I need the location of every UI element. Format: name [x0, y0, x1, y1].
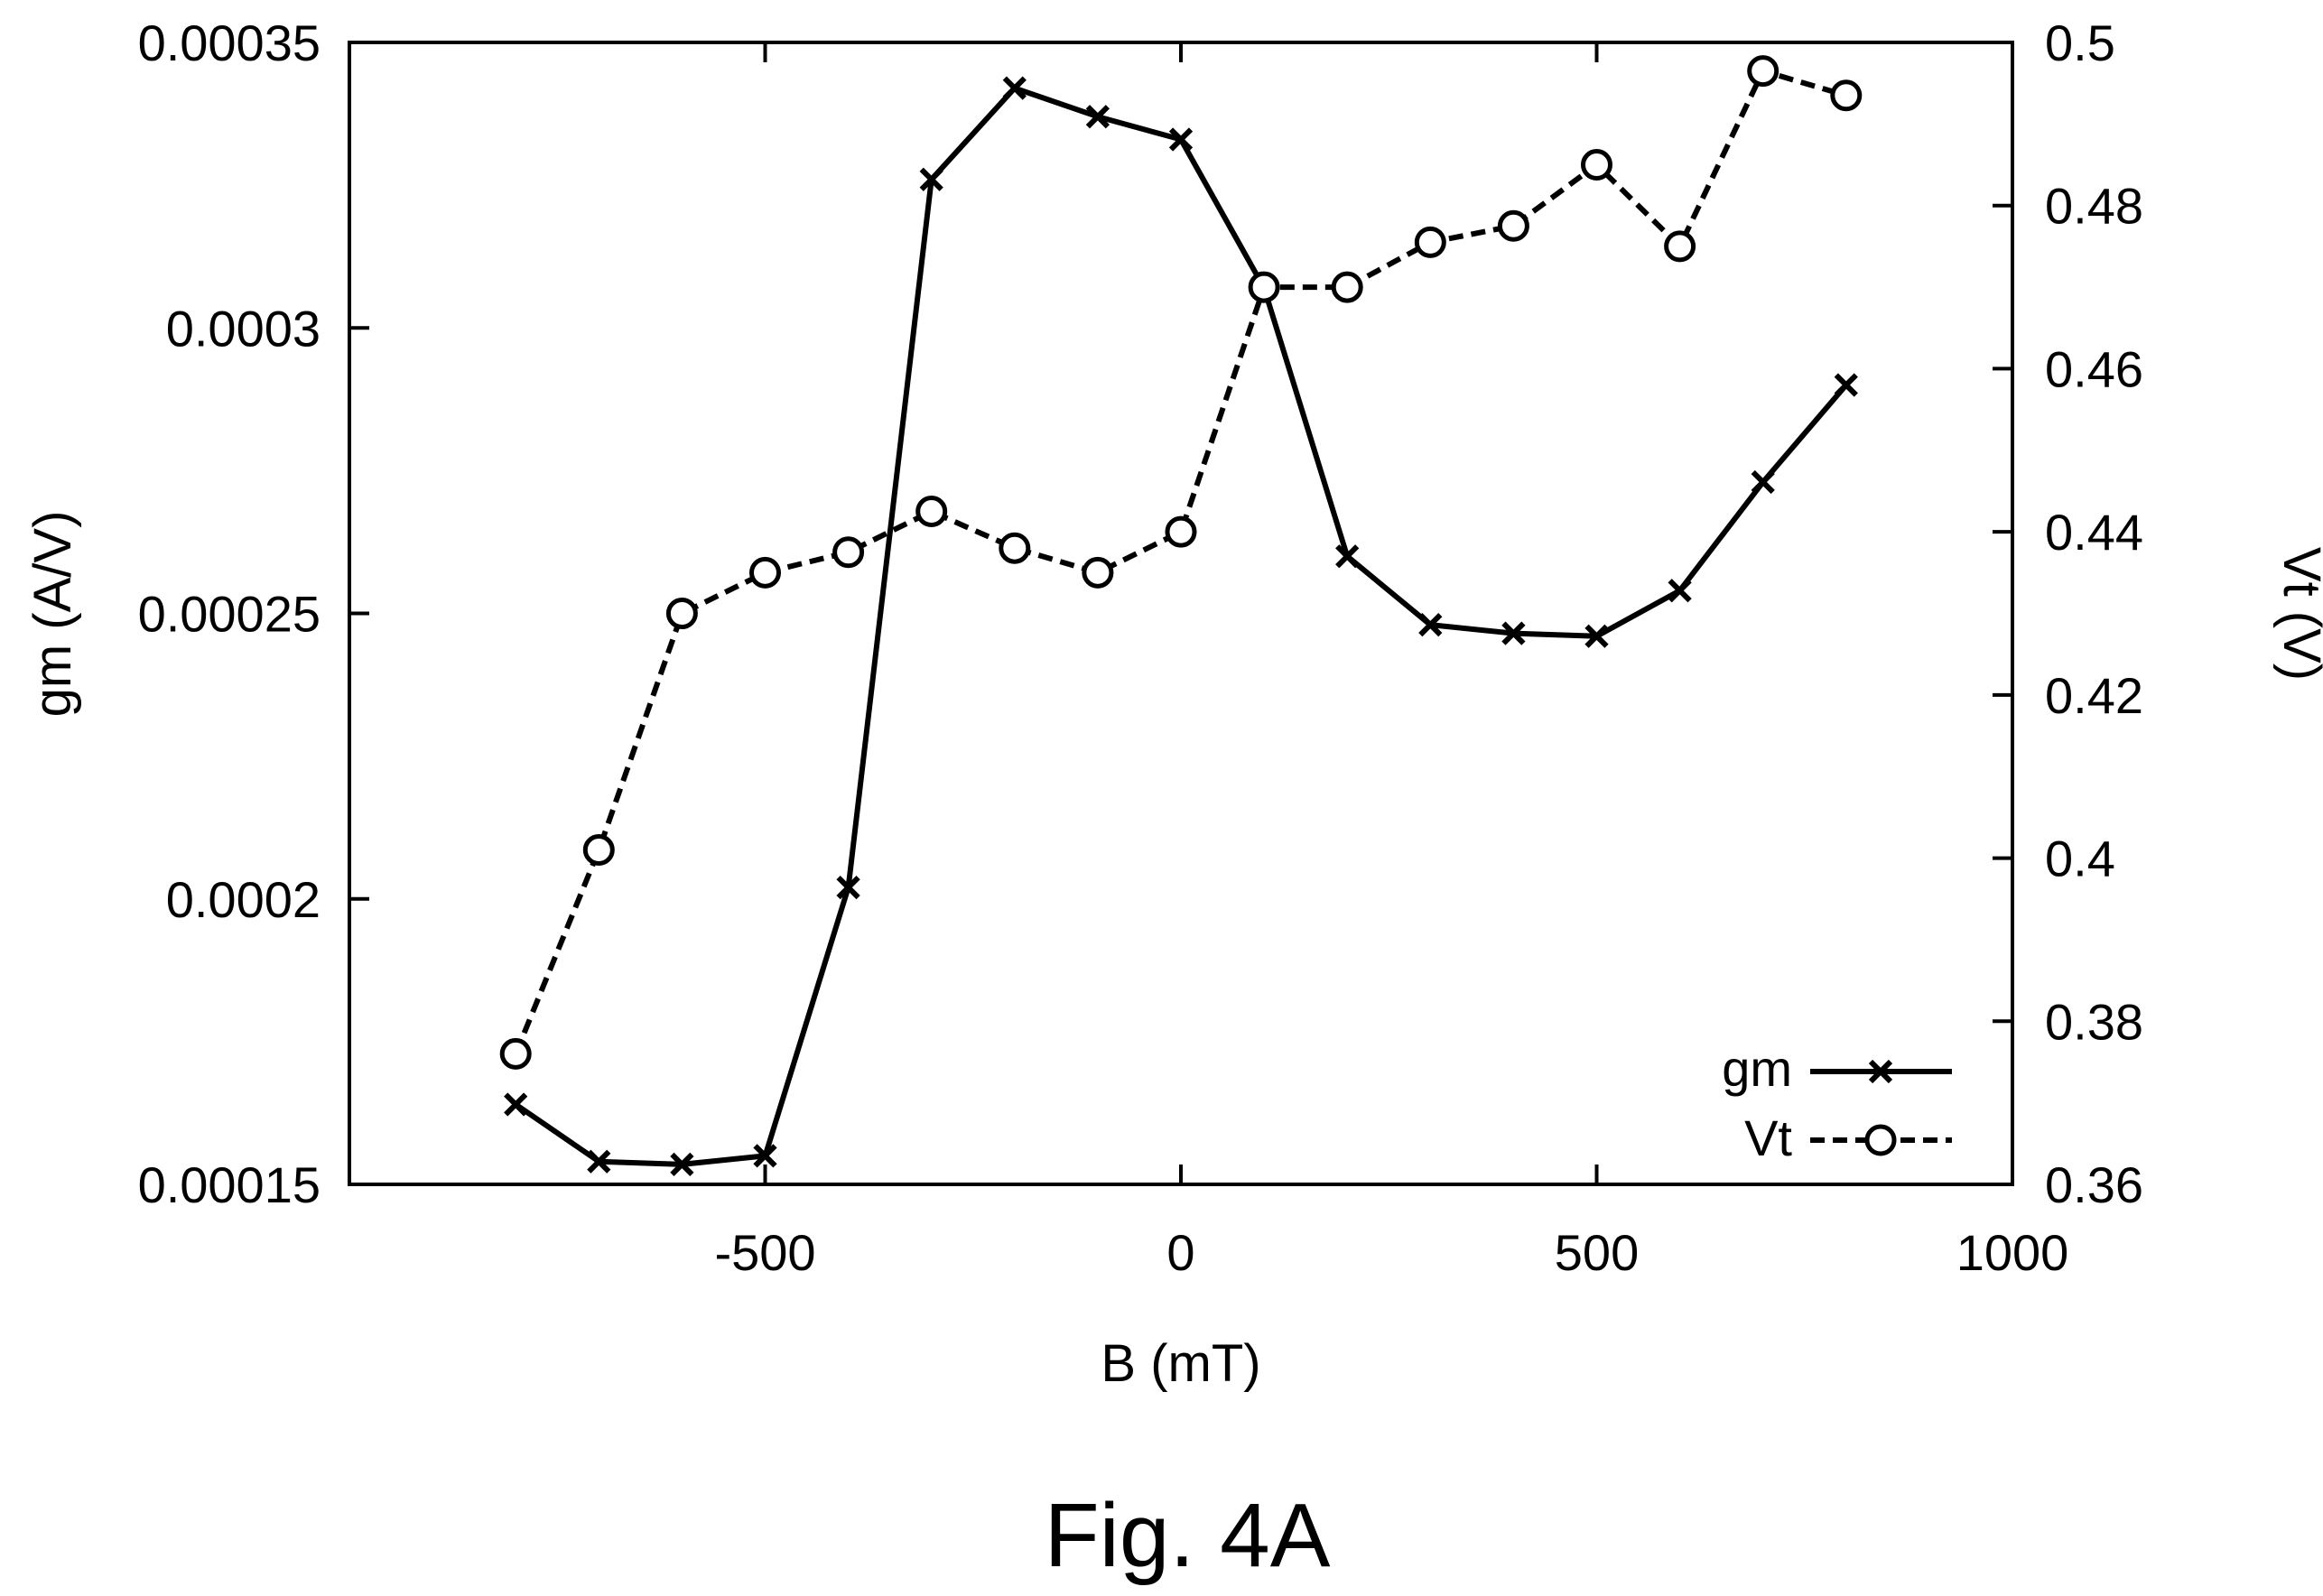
legend: gm Vt	[1722, 1040, 1952, 1166]
legend-marker-vt	[1864, 1124, 1897, 1156]
data-point-vt	[665, 598, 698, 629]
data-point-vt	[1331, 271, 1363, 303]
left-y-tick-label: 0.00035	[138, 14, 321, 71]
legend-marker-gm	[1868, 1059, 1893, 1084]
right-y-tick-label: 0.38	[2045, 993, 2143, 1050]
x-tick-label: 1000	[1956, 1224, 2069, 1281]
data-point-gm	[1584, 624, 1609, 648]
left-y-axis-label: gm (A/V)	[23, 511, 82, 718]
data-point-vt	[749, 556, 781, 589]
right-y-tick-label: 0.5	[2045, 14, 2115, 71]
data-point-gm	[1002, 76, 1027, 100]
data-point-gm	[504, 1092, 528, 1117]
data-point-gm	[919, 167, 943, 191]
data-point-vt	[1082, 556, 1114, 589]
data-point-gm	[1168, 127, 1194, 152]
series-layer	[499, 55, 1863, 1176]
right-y-tick-label: 0.42	[2045, 667, 2143, 724]
data-point-gm	[753, 1144, 777, 1168]
data-point-gm	[1834, 373, 1858, 397]
right-y-axis-label: Vt (V)	[2272, 547, 2323, 681]
data-point-vt	[1664, 230, 1696, 263]
left-y-tick-label: 0.00025	[138, 586, 321, 643]
data-point-gm	[670, 1152, 694, 1176]
data-point-vt	[1581, 149, 1612, 181]
data-point-vt	[915, 496, 948, 528]
data-point-gm	[1418, 613, 1443, 637]
data-point-vt	[582, 834, 615, 867]
data-point-gm	[1751, 469, 1775, 495]
left-y-tick-label: 0.0002	[166, 871, 321, 928]
series-line-gm	[514, 85, 1849, 1167]
right-y-tick-label: 0.46	[2045, 340, 2143, 397]
data-point-gm	[836, 875, 860, 900]
right-y-tick-label: 0.4	[2045, 830, 2115, 887]
data-point-vt	[1830, 79, 1863, 112]
data-point-gm	[587, 1149, 611, 1174]
left-y-axis: 0.00015 0.0002 0.00025 0.0003 0.00035	[138, 14, 369, 1213]
data-point-vt	[832, 536, 865, 569]
data-point-vt	[1414, 226, 1446, 258]
data-point-gm	[1501, 621, 1526, 645]
plot-frame	[348, 41, 2014, 1186]
data-point-gm	[1668, 579, 1692, 603]
right-y-tick-label: 0.48	[2045, 178, 2143, 235]
data-point-vt	[1165, 515, 1197, 548]
x-tick-label: 0	[1166, 1224, 1194, 1281]
x-axis: -500 0 500 1000	[714, 42, 2068, 1281]
legend-x-marker	[1868, 1059, 1893, 1084]
data-point-gm	[1335, 544, 1360, 569]
data-point-vt	[499, 1037, 532, 1070]
data-point-vt	[1248, 271, 1280, 303]
right-y-axis: 0.36 0.38 0.4 0.42 0.44 0.46 0.48 0.5	[1993, 14, 2143, 1213]
right-y-tick-label: 0.36	[2045, 1156, 2143, 1213]
series-line-vt	[513, 68, 1847, 1055]
data-point-vt	[1747, 55, 1779, 88]
figure-caption: Fig. 4A	[1045, 1485, 1331, 1586]
right-y-tick-label: 0.44	[2045, 504, 2143, 561]
legend-label-vt: Vt	[1744, 1109, 1792, 1166]
data-point-vt	[1497, 209, 1529, 242]
x-axis-label: B (mT)	[1101, 1334, 1260, 1393]
left-y-tick-label: 0.0003	[166, 300, 321, 357]
x-tick-label: 500	[1555, 1224, 1639, 1281]
data-point-gm	[1085, 105, 1110, 129]
x-tick-label: -500	[714, 1224, 815, 1281]
data-point-vt	[999, 532, 1031, 564]
legend-label-gm: gm	[1722, 1040, 1792, 1097]
left-y-tick-label: 0.00015	[138, 1156, 321, 1213]
